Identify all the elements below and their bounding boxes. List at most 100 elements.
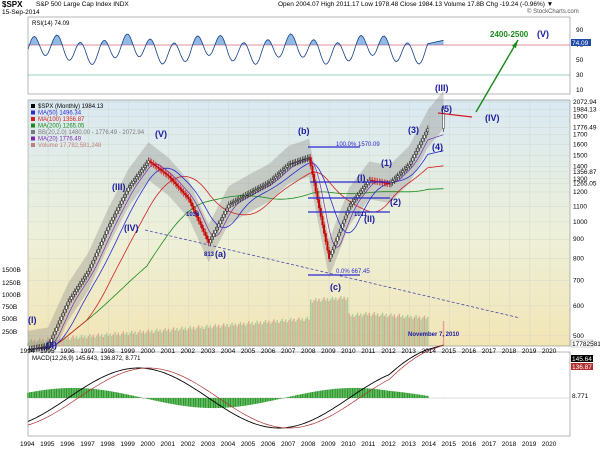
volume-bar [306,316,309,346]
legend-entry: MA(50) 1496.34 [38,111,82,117]
legend-swatch [31,117,35,121]
candle-body [249,192,252,194]
macd-bar [259,398,262,404]
volume-bar [358,315,360,346]
macd-bar [167,398,170,404]
macd-bar [55,388,58,398]
year-label-top: 2012 [381,348,396,355]
macd-bar [286,397,288,398]
volume-bar [442,320,445,346]
volume-bar [152,333,155,346]
macd-bar [171,398,173,404]
volume-bar [338,298,340,346]
index-name: S&P 500 Large Cap Index INDX [36,1,129,8]
macd-bar [37,390,39,398]
candle-body [102,237,105,242]
candle-body [174,181,177,185]
candle-body [55,327,58,332]
volume-bar [80,334,83,346]
candle-body [356,195,359,198]
macd-bar [67,387,69,398]
volume-bar [279,320,282,346]
macd-bar [373,388,375,398]
candle-body [371,180,374,182]
macd-bar [328,389,330,398]
candle-body [264,184,267,186]
volume-bar [385,313,387,346]
candle-body [117,207,120,211]
candle-body [97,248,100,254]
price-tick: 1200 [573,189,588,196]
candle-body [167,174,170,177]
macd-bar [92,388,94,398]
candle-body [425,131,428,136]
volume-bar [239,322,242,346]
volume-bar [299,320,302,346]
candle-body [177,185,180,188]
candle-body [442,109,445,129]
macd-bar [263,398,265,403]
macd-bar [400,392,402,398]
rsi-tick: 10 [576,87,584,94]
candle-body [232,201,235,204]
macd-line [27,344,444,429]
volume-bar [125,332,128,346]
volume-tick: 750B [2,304,17,311]
candle-body [329,254,332,259]
candle-body [363,186,366,190]
macd-bar [415,394,417,398]
candle-body [326,241,329,251]
volume-bar [316,300,319,346]
volume-bar [84,335,86,346]
candle-body [323,224,326,234]
macd-bar [132,395,135,398]
macd-bar [202,398,205,408]
macd-bar [380,389,382,398]
macd-bar [427,395,429,398]
candle-body [369,179,372,181]
wave-III-label: (III) [435,83,449,93]
candle-body [108,223,111,228]
macd-bar [356,387,359,398]
macd-bar [174,398,176,405]
volume-bar [241,324,243,346]
candle-body [124,194,127,198]
volume-bar [351,314,354,346]
candle-body [119,203,122,208]
candle-body [246,194,249,196]
candle-body [122,197,125,202]
volume-bar [87,336,89,346]
year-label-top: 2005 [241,348,256,355]
candle-body [224,210,227,215]
candle-body [274,176,277,179]
volume-bar [261,324,263,346]
candle-body [221,217,224,221]
candle-body [37,347,40,349]
volume-bar [144,333,146,346]
candle-body [139,171,142,175]
macd-bar [420,394,422,398]
candle-body [306,157,309,159]
macd-bar [301,393,304,398]
price-tick: 1776.49 [573,124,597,131]
candle-body [77,286,80,290]
macd-bar [375,389,377,398]
candle-body [149,160,152,163]
year-axis-top: 1994 1995 1996 1997 1998 1999 2000 2001 2002 2003… [20,348,557,355]
year-label-bottom: 2003 [201,441,216,448]
macd-bar [70,387,73,398]
candle-body [65,305,68,310]
macd-bar [117,392,120,398]
volume-bar [141,332,143,346]
candle-body [162,170,165,173]
macd-bar [162,398,165,403]
volume-bar [269,323,272,346]
macd-bar [338,388,340,398]
candle-body [413,154,416,159]
macd-bar [390,391,392,398]
macd-bar [303,393,305,398]
candle-body [35,347,38,349]
volume-bar [375,315,377,346]
candle-body [60,316,63,321]
volume-bar [328,301,330,346]
